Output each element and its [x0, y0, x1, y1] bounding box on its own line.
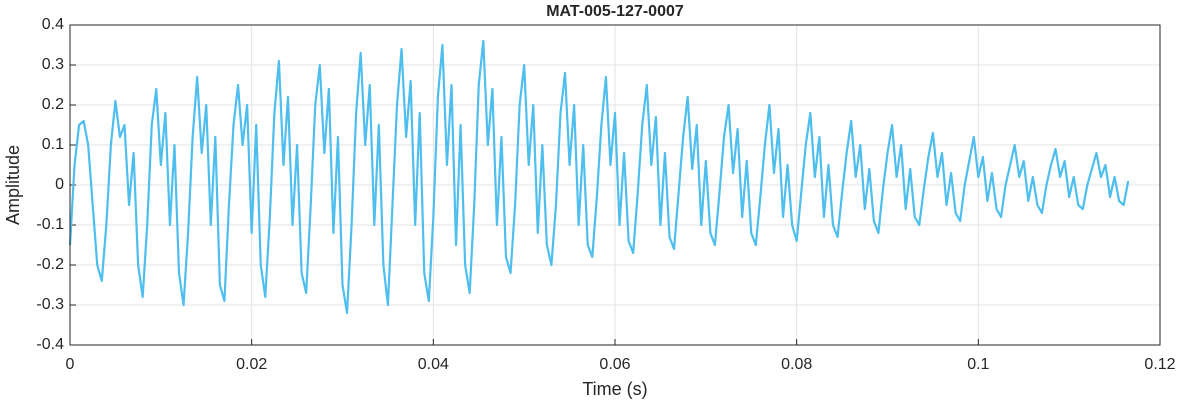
axes-box	[69, 24, 1161, 346]
x-tick-label: 0.1	[967, 356, 989, 373]
y-tick-label: 0.1	[42, 136, 64, 153]
y-tick-label: -0.3	[36, 296, 64, 313]
x-tick-label: 0.08	[781, 356, 812, 373]
y-tick-label: -0.2	[36, 256, 64, 273]
x-axis-label: Time (s)	[582, 379, 647, 399]
x-tick-label: 0.12	[1144, 356, 1175, 373]
y-tick-label: 0.4	[42, 16, 64, 33]
x-tick-label: 0.06	[599, 356, 630, 373]
y-tick-label: 0.2	[42, 96, 64, 113]
x-tick-label: 0.04	[418, 356, 449, 373]
y-tick-label: -0.1	[36, 216, 64, 233]
x-tick-label: 0	[66, 356, 75, 373]
y-axis-label: Amplitude	[3, 145, 23, 225]
y-tick-label: 0	[55, 176, 64, 193]
chart-title: MAT-005-127-0007	[546, 3, 684, 20]
series-line	[68, 39, 1130, 315]
x-tick-label: 0.02	[236, 356, 267, 373]
y-tick-label: -0.4	[36, 336, 64, 353]
y-tick-label: 0.3	[42, 56, 64, 73]
